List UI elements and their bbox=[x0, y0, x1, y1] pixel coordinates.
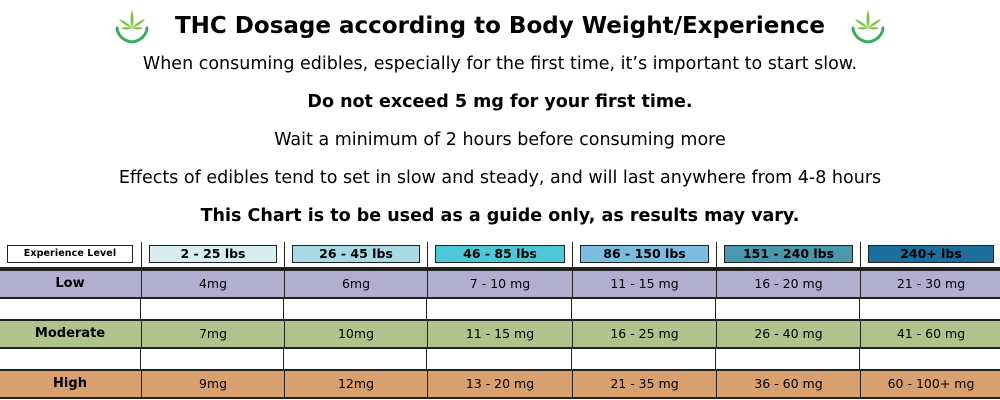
header-weight: 86 - 150 lbs bbox=[572, 242, 716, 267]
row-spacer bbox=[0, 299, 1000, 319]
dose-cell: 26 - 40 mg bbox=[716, 321, 860, 347]
dose-cell: 16 - 25 mg bbox=[572, 321, 716, 347]
page-title: THC Dosage according to Body Weight/Expe… bbox=[174, 13, 826, 39]
header-label: 86 - 150 lbs bbox=[580, 245, 709, 263]
dose-cell: 10mg bbox=[284, 321, 427, 347]
dose-cell: 36 - 60 mg bbox=[716, 371, 860, 397]
level-label: Low bbox=[55, 276, 85, 291]
wait-text: Wait a minimum of 2 hours before consumi… bbox=[274, 130, 726, 150]
table-row-high: High 9mg 12mg 13 - 20 mg 21 - 35 mg 36 -… bbox=[0, 369, 1000, 399]
header-weight: 2 - 25 lbs bbox=[141, 242, 284, 267]
first-time-warning: Do not exceed 5 mg for your first time. bbox=[307, 92, 693, 112]
table-row-moderate: Moderate 7mg 10mg 11 - 15 mg 16 - 25 mg … bbox=[0, 319, 1000, 349]
dose-cell: 21 - 30 mg bbox=[860, 271, 1000, 297]
level-label: High bbox=[53, 376, 87, 391]
header-label: Experience Level bbox=[7, 245, 133, 263]
level-label: Moderate bbox=[34, 326, 106, 341]
dose-cell: 9mg bbox=[141, 371, 284, 397]
disclaimer-text: This Chart is to be used as a guide only… bbox=[200, 206, 800, 226]
dose-cell: 16 - 20 mg bbox=[716, 271, 860, 297]
header-weight: 240+ lbs bbox=[860, 242, 1000, 267]
dose-cell: 21 - 35 mg bbox=[572, 371, 716, 397]
cannabis-leaf-hands-icon bbox=[115, 10, 149, 44]
dose-cell: 60 - 100+ mg bbox=[860, 371, 1000, 397]
header-experience: Experience Level bbox=[0, 242, 140, 267]
dose-cell: 12mg bbox=[284, 371, 427, 397]
header-weight: 151 - 240 lbs bbox=[716, 242, 860, 267]
dose-cell: 11 - 15 mg bbox=[572, 271, 716, 297]
dosage-table: Experience Level 2 - 25 lbs 26 - 45 lbs … bbox=[0, 240, 1000, 400]
header-label: 2 - 25 lbs bbox=[149, 245, 277, 263]
header-weight: 46 - 85 lbs bbox=[427, 242, 572, 267]
intro-text: When consuming edibles, especially for t… bbox=[142, 54, 858, 74]
dose-cell: 7mg bbox=[141, 321, 284, 347]
effects-text: Effects of edibles tend to set in slow a… bbox=[118, 168, 882, 188]
dose-cell: 41 - 60 mg bbox=[860, 321, 1000, 347]
dose-cell: 6mg bbox=[284, 271, 427, 297]
dose-cell: 13 - 20 mg bbox=[427, 371, 572, 397]
dose-cell: 11 - 15 mg bbox=[427, 321, 572, 347]
table-header-row: Experience Level 2 - 25 lbs 26 - 45 lbs … bbox=[0, 242, 1000, 269]
header-label: 240+ lbs bbox=[868, 245, 994, 263]
header-label: 46 - 85 lbs bbox=[435, 245, 565, 263]
table-row-low: Low 4mg 6mg 7 - 10 mg 11 - 15 mg 16 - 20… bbox=[0, 269, 1000, 299]
cannabis-leaf-hands-icon bbox=[851, 10, 885, 44]
header-label: 26 - 45 lbs bbox=[292, 245, 420, 263]
header-label: 151 - 240 lbs bbox=[724, 245, 853, 263]
header-weight: 26 - 45 lbs bbox=[284, 242, 427, 267]
dose-cell: 7 - 10 mg bbox=[427, 271, 572, 297]
title-row: THC Dosage according to Body Weight/Expe… bbox=[0, 6, 1000, 46]
row-spacer bbox=[0, 349, 1000, 369]
dose-cell: 4mg bbox=[141, 271, 284, 297]
